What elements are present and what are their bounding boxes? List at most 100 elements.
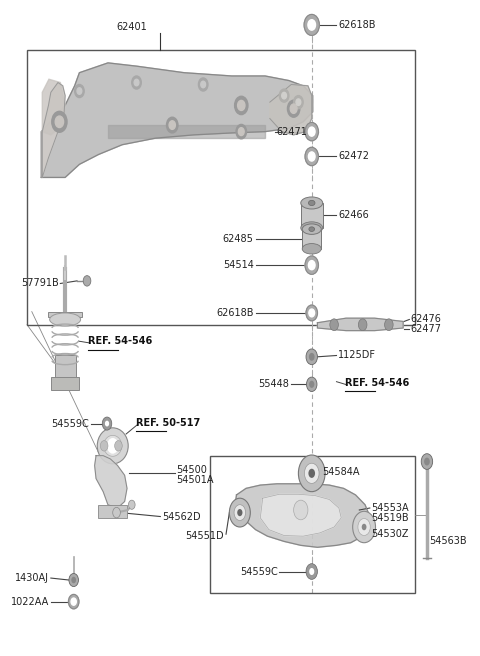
Text: 54500: 54500 (176, 465, 207, 475)
Polygon shape (95, 456, 127, 508)
Circle shape (229, 498, 250, 527)
Text: 54551D: 54551D (185, 531, 224, 541)
Text: 54501A: 54501A (176, 475, 214, 485)
Bar (301, 203, 323, 228)
Polygon shape (317, 318, 403, 331)
Text: 55448: 55448 (258, 379, 289, 389)
Circle shape (306, 349, 317, 365)
Circle shape (234, 504, 246, 520)
Circle shape (306, 564, 317, 579)
Circle shape (421, 454, 432, 470)
Circle shape (69, 594, 79, 609)
Circle shape (52, 112, 67, 133)
Circle shape (100, 441, 108, 451)
Polygon shape (236, 483, 370, 547)
Circle shape (238, 100, 245, 110)
Circle shape (237, 509, 242, 516)
Text: 62401: 62401 (116, 22, 147, 32)
Circle shape (83, 276, 91, 286)
Circle shape (308, 20, 315, 30)
Circle shape (305, 148, 318, 166)
Bar (48, 312, 82, 317)
Ellipse shape (309, 200, 315, 205)
Bar (302, 229, 321, 249)
Text: 1125DF: 1125DF (338, 350, 376, 361)
Polygon shape (42, 79, 65, 135)
Circle shape (71, 598, 76, 605)
Text: 54559C: 54559C (240, 567, 277, 577)
Circle shape (55, 116, 63, 127)
Circle shape (279, 89, 289, 102)
Text: 54519B: 54519B (371, 513, 409, 523)
Ellipse shape (302, 224, 321, 234)
Text: 62485: 62485 (223, 234, 253, 244)
Circle shape (384, 319, 393, 331)
Circle shape (330, 319, 338, 331)
Circle shape (309, 380, 314, 388)
Circle shape (129, 500, 135, 509)
Circle shape (132, 76, 141, 89)
Text: 57791B: 57791B (21, 279, 59, 289)
Ellipse shape (301, 197, 323, 209)
Circle shape (290, 104, 297, 113)
Text: 54514: 54514 (223, 260, 253, 270)
Circle shape (362, 523, 366, 530)
Circle shape (235, 96, 248, 115)
Circle shape (296, 99, 301, 106)
Circle shape (306, 305, 317, 321)
Bar (27, 50, 415, 325)
Circle shape (308, 469, 315, 478)
Text: 62618B: 62618B (216, 308, 253, 318)
Text: 54563B: 54563B (429, 536, 467, 546)
Circle shape (107, 438, 119, 454)
Text: 62471: 62471 (276, 127, 307, 136)
Circle shape (201, 81, 205, 88)
Text: 54553A: 54553A (371, 503, 409, 513)
Circle shape (353, 511, 375, 543)
Circle shape (282, 92, 287, 99)
Ellipse shape (104, 436, 122, 457)
Circle shape (305, 123, 318, 141)
Text: 1022AA: 1022AA (11, 596, 49, 607)
Bar (51, 377, 79, 390)
Ellipse shape (309, 227, 314, 232)
Ellipse shape (49, 313, 81, 326)
Circle shape (115, 441, 122, 451)
Polygon shape (108, 125, 265, 138)
Polygon shape (41, 63, 312, 177)
Ellipse shape (302, 243, 321, 254)
Circle shape (309, 568, 314, 575)
Circle shape (134, 79, 139, 86)
Circle shape (304, 14, 319, 35)
Circle shape (294, 500, 308, 520)
Circle shape (75, 85, 84, 98)
Text: 54530Z: 54530Z (371, 529, 409, 539)
Circle shape (307, 377, 317, 392)
Circle shape (113, 507, 120, 518)
Circle shape (239, 128, 244, 136)
Text: 1430AJ: 1430AJ (15, 573, 49, 583)
Circle shape (236, 125, 247, 139)
Circle shape (72, 577, 76, 583)
Text: 62472: 62472 (338, 152, 370, 161)
Circle shape (358, 518, 370, 535)
Text: 54562D: 54562D (162, 512, 200, 522)
Ellipse shape (97, 428, 128, 464)
Circle shape (288, 100, 300, 117)
Polygon shape (270, 85, 312, 135)
Bar (98, 504, 127, 518)
Text: REF. 50-517: REF. 50-517 (135, 417, 200, 428)
Circle shape (299, 455, 325, 491)
Circle shape (308, 260, 315, 270)
Circle shape (309, 353, 314, 361)
Text: REF. 54-546: REF. 54-546 (88, 337, 152, 346)
Bar (55, 356, 75, 379)
Circle shape (305, 256, 318, 274)
Circle shape (294, 96, 303, 109)
Circle shape (308, 127, 315, 136)
Circle shape (304, 463, 319, 483)
Text: 54584A: 54584A (323, 467, 360, 477)
Text: 54559C: 54559C (52, 419, 89, 428)
Circle shape (167, 117, 178, 133)
Circle shape (105, 420, 109, 426)
